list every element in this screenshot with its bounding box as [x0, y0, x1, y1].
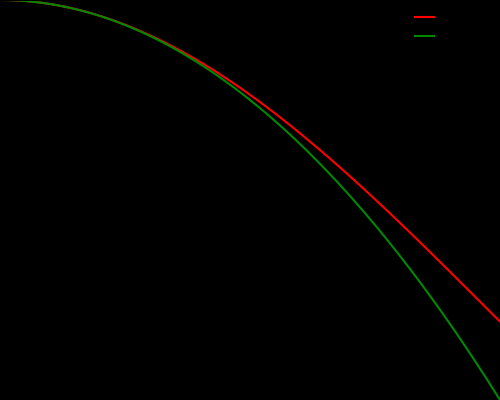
- 1 - θ²/2: [485, 378, 491, 383]
- 1 - θ²/2: [0, 0, 3, 2]
- 1 - θ²/2: [234, 88, 240, 93]
- cos θ: [0, 0, 3, 2]
- 1 - θ²/2: [294, 139, 300, 144]
- cos θ: [268, 108, 274, 112]
- cos θ: [485, 307, 491, 312]
- cos θ: [238, 86, 244, 90]
- cos θ: [407, 230, 413, 235]
- cos θ: [497, 319, 500, 324]
- 1 - θ²/2: [268, 115, 274, 120]
- cos θ: [294, 129, 300, 134]
- Line: cos θ: cos θ: [0, 0, 500, 322]
- 1 - θ²/2: [407, 266, 413, 271]
- Legend: cos θ, 1 - θ²/2: cos θ, 1 - θ²/2: [410, 6, 494, 48]
- cos θ: [234, 84, 240, 88]
- 1 - θ²/2: [238, 90, 244, 95]
- 1 - θ²/2: [497, 398, 500, 400]
